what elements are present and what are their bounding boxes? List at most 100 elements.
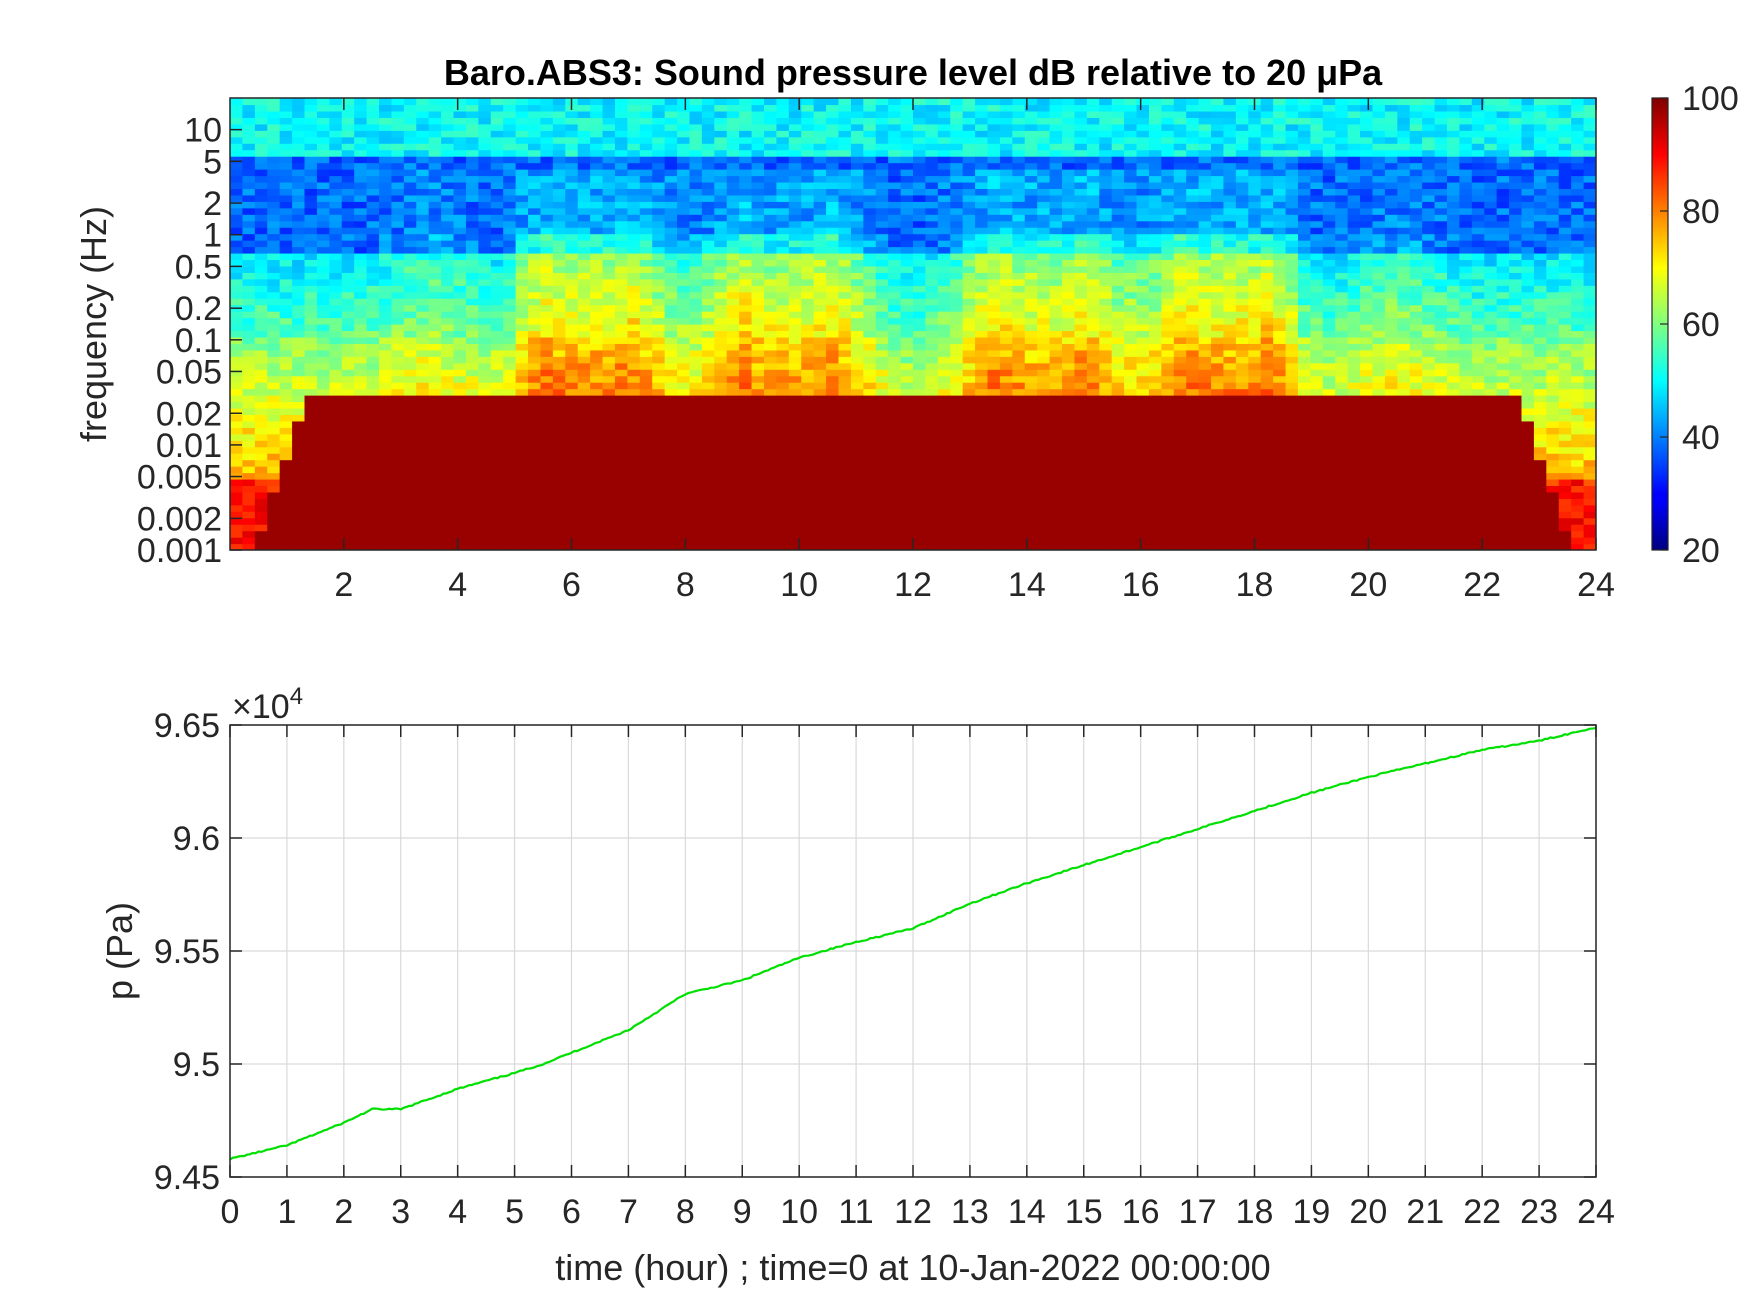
spectrogram-cell <box>354 311 368 319</box>
spectrogram-cell <box>1012 311 1026 319</box>
spectrogram-cell <box>875 214 889 222</box>
spectrogram-cell <box>515 130 529 138</box>
spectrogram-cell <box>416 240 430 248</box>
spectrogram-cell <box>552 227 566 235</box>
spectrogram-cell <box>900 156 914 164</box>
spectrogram-cell <box>701 433 715 441</box>
spectrogram-cell <box>801 472 815 480</box>
spectrogram-cell <box>639 498 653 506</box>
spectrogram-cell <box>1074 304 1088 312</box>
spectrogram-cell <box>652 504 666 512</box>
spectrogram-cell <box>987 175 1001 183</box>
spectrogram-cell <box>379 317 393 325</box>
spectrogram-cell <box>875 336 889 344</box>
spectrogram-cell <box>1049 188 1063 196</box>
spectrogram-cell <box>888 472 902 480</box>
spectrogram-cell <box>913 285 927 293</box>
spectrogram-cell <box>639 414 653 422</box>
spectrogram-cell <box>987 220 1001 228</box>
spectrogram-cell <box>863 420 877 428</box>
spectrogram-cell <box>999 259 1013 267</box>
spectrogram-cell <box>975 201 989 209</box>
spectrogram-cell <box>1037 440 1051 448</box>
spectrogram-cell <box>801 498 815 506</box>
spectrogram-cell <box>751 498 765 506</box>
spectrogram-cell <box>975 259 989 267</box>
spectrogram-cell <box>1074 427 1088 435</box>
spectrogram-cell <box>416 504 430 512</box>
spectrogram-cell <box>1086 485 1100 493</box>
spectrogram-cell <box>813 395 827 403</box>
spectrogram-cell <box>366 123 380 131</box>
spectrogram-cell <box>763 227 777 235</box>
spectrogram-cell <box>975 382 989 390</box>
spectrogram-cell <box>416 285 430 293</box>
spectrogram-cell <box>937 227 951 235</box>
spectrogram-cell <box>652 343 666 351</box>
spectrogram-cell <box>254 252 268 261</box>
spectrogram-cell <box>739 375 753 383</box>
spectrogram-cell <box>875 233 889 241</box>
spectrogram-cell <box>304 278 318 286</box>
spectrogram-cell <box>1074 356 1088 364</box>
spectrogram-cell <box>813 240 827 248</box>
spectrogram-cell <box>304 478 318 487</box>
spectrogram-cell <box>540 265 554 273</box>
spectrogram-cell <box>850 181 864 189</box>
spectrogram-cell <box>826 511 840 519</box>
spectrogram-cell <box>726 343 740 351</box>
spectrogram-cell <box>701 336 715 344</box>
spectrogram-cell <box>726 233 740 241</box>
spectrogram-cell <box>590 252 604 261</box>
spectrogram-cell <box>254 117 268 125</box>
spectrogram-cell <box>875 472 889 480</box>
spectrogram-cell <box>1086 278 1100 286</box>
spectrogram-cell <box>900 143 914 151</box>
spectrogram-cell <box>739 440 753 448</box>
spectrogram-cell <box>316 130 330 138</box>
spectrogram-cell <box>689 110 703 118</box>
spectrogram-cell <box>925 175 939 183</box>
spectrogram-cell <box>701 136 715 144</box>
spectrogram-cell <box>776 162 790 170</box>
spectrogram-cell <box>950 537 964 545</box>
spectrogram-cell <box>428 407 442 415</box>
spectrogram-cell <box>354 285 368 293</box>
spectrogram-cell <box>739 130 753 138</box>
spectrogram-cell <box>416 543 430 550</box>
spectrogram-cell <box>242 427 256 435</box>
spectrogram-cell <box>354 324 368 332</box>
spectrogram-cell <box>639 220 653 228</box>
spectrogram-cell <box>577 440 591 448</box>
spectrogram-cell <box>304 246 318 254</box>
spectrogram-cell <box>577 194 591 202</box>
spectrogram-cell <box>826 414 840 422</box>
spectrogram-cell <box>875 420 889 428</box>
spectrogram-cell <box>1074 298 1088 306</box>
spectrogram-cell <box>701 472 715 480</box>
spectrogram-cell <box>528 491 542 499</box>
spectrogram-cell <box>590 272 604 280</box>
spectrogram-cell <box>540 504 554 512</box>
spectrogram-cell <box>614 123 628 131</box>
spectrogram-cell <box>813 407 827 415</box>
spectrogram-cell <box>565 246 579 254</box>
spectrogram-cell <box>602 175 616 183</box>
spectrogram-cell <box>950 169 964 177</box>
spectrogram-cell <box>788 453 802 461</box>
spectrogram-cell <box>590 291 604 299</box>
spectrogram-cell <box>763 459 777 467</box>
spectrogram-cell <box>652 175 666 183</box>
spectrogram-cell <box>267 382 281 390</box>
spectrogram-cell <box>962 175 976 183</box>
spectrogram-cell <box>490 272 504 280</box>
spectrogram-cell <box>490 278 504 286</box>
spectrogram-cell <box>230 181 244 189</box>
spectrogram-cell <box>813 491 827 499</box>
spectrogram-cell <box>1024 440 1038 448</box>
spectrogram-cell <box>776 252 790 261</box>
spectrogram-cell <box>540 317 554 325</box>
spectrogram-cell <box>639 240 653 248</box>
spectrogram-cell <box>999 246 1013 254</box>
spectrogram-cell <box>503 472 517 480</box>
